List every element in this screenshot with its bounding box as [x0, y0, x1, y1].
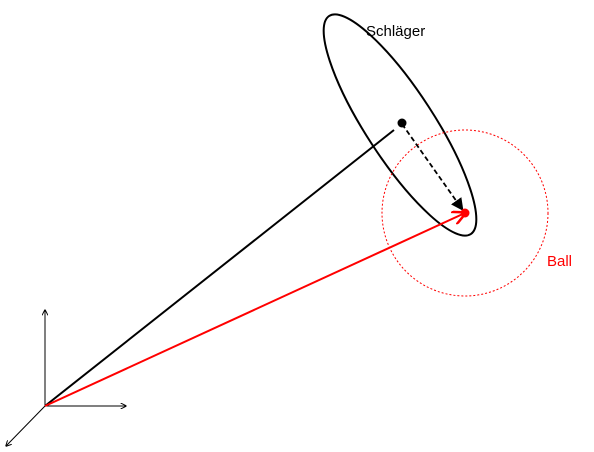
ball-position-vector — [44, 213, 465, 407]
racket-position-vector — [44, 129, 395, 407]
racket-to-ball-vector — [401, 123, 464, 212]
ball-contact-point — [460, 208, 470, 218]
racket-ellipse — [322, 13, 478, 237]
coordinate-axes — [6, 310, 126, 446]
ball-circle — [381, 129, 549, 297]
z-axis — [6, 405, 46, 446]
racket-label: Schläger — [366, 23, 425, 40]
ball-label: Ball — [547, 253, 572, 270]
racket-center-point — [397, 118, 407, 128]
